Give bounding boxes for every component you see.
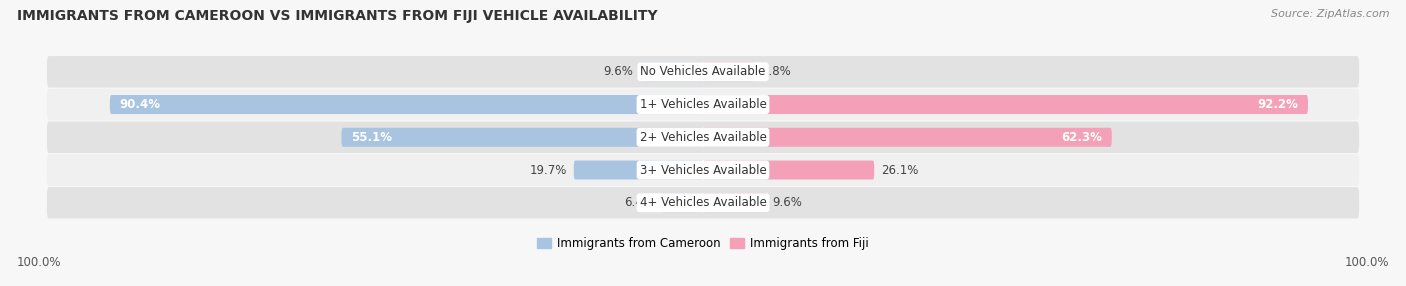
Text: Source: ZipAtlas.com: Source: ZipAtlas.com <box>1271 9 1389 19</box>
FancyBboxPatch shape <box>703 95 1308 114</box>
Text: 90.4%: 90.4% <box>120 98 160 111</box>
FancyBboxPatch shape <box>574 160 703 180</box>
FancyBboxPatch shape <box>661 193 703 212</box>
FancyBboxPatch shape <box>46 154 1360 186</box>
FancyBboxPatch shape <box>703 62 754 81</box>
Text: 1+ Vehicles Available: 1+ Vehicles Available <box>640 98 766 111</box>
Legend: Immigrants from Cameroon, Immigrants from Fiji: Immigrants from Cameroon, Immigrants fro… <box>533 233 873 255</box>
FancyBboxPatch shape <box>640 62 703 81</box>
FancyBboxPatch shape <box>703 128 1112 147</box>
FancyBboxPatch shape <box>46 89 1360 120</box>
FancyBboxPatch shape <box>342 128 703 147</box>
Text: 100.0%: 100.0% <box>17 256 62 269</box>
Text: 62.3%: 62.3% <box>1062 131 1102 144</box>
Text: 9.6%: 9.6% <box>772 196 803 209</box>
FancyBboxPatch shape <box>703 160 875 180</box>
Text: 2+ Vehicles Available: 2+ Vehicles Available <box>640 131 766 144</box>
FancyBboxPatch shape <box>46 122 1360 153</box>
Text: 55.1%: 55.1% <box>352 131 392 144</box>
Text: 100.0%: 100.0% <box>1344 256 1389 269</box>
Text: IMMIGRANTS FROM CAMEROON VS IMMIGRANTS FROM FIJI VEHICLE AVAILABILITY: IMMIGRANTS FROM CAMEROON VS IMMIGRANTS F… <box>17 9 658 23</box>
Text: 26.1%: 26.1% <box>880 164 918 176</box>
FancyBboxPatch shape <box>46 56 1360 88</box>
FancyBboxPatch shape <box>110 95 703 114</box>
Text: 6.4%: 6.4% <box>624 196 654 209</box>
Text: No Vehicles Available: No Vehicles Available <box>640 65 766 78</box>
FancyBboxPatch shape <box>46 187 1360 219</box>
Text: 19.7%: 19.7% <box>530 164 567 176</box>
Text: 3+ Vehicles Available: 3+ Vehicles Available <box>640 164 766 176</box>
Text: 92.2%: 92.2% <box>1257 98 1298 111</box>
Text: 4+ Vehicles Available: 4+ Vehicles Available <box>640 196 766 209</box>
Text: 7.8%: 7.8% <box>761 65 790 78</box>
Text: 9.6%: 9.6% <box>603 65 634 78</box>
FancyBboxPatch shape <box>703 193 766 212</box>
